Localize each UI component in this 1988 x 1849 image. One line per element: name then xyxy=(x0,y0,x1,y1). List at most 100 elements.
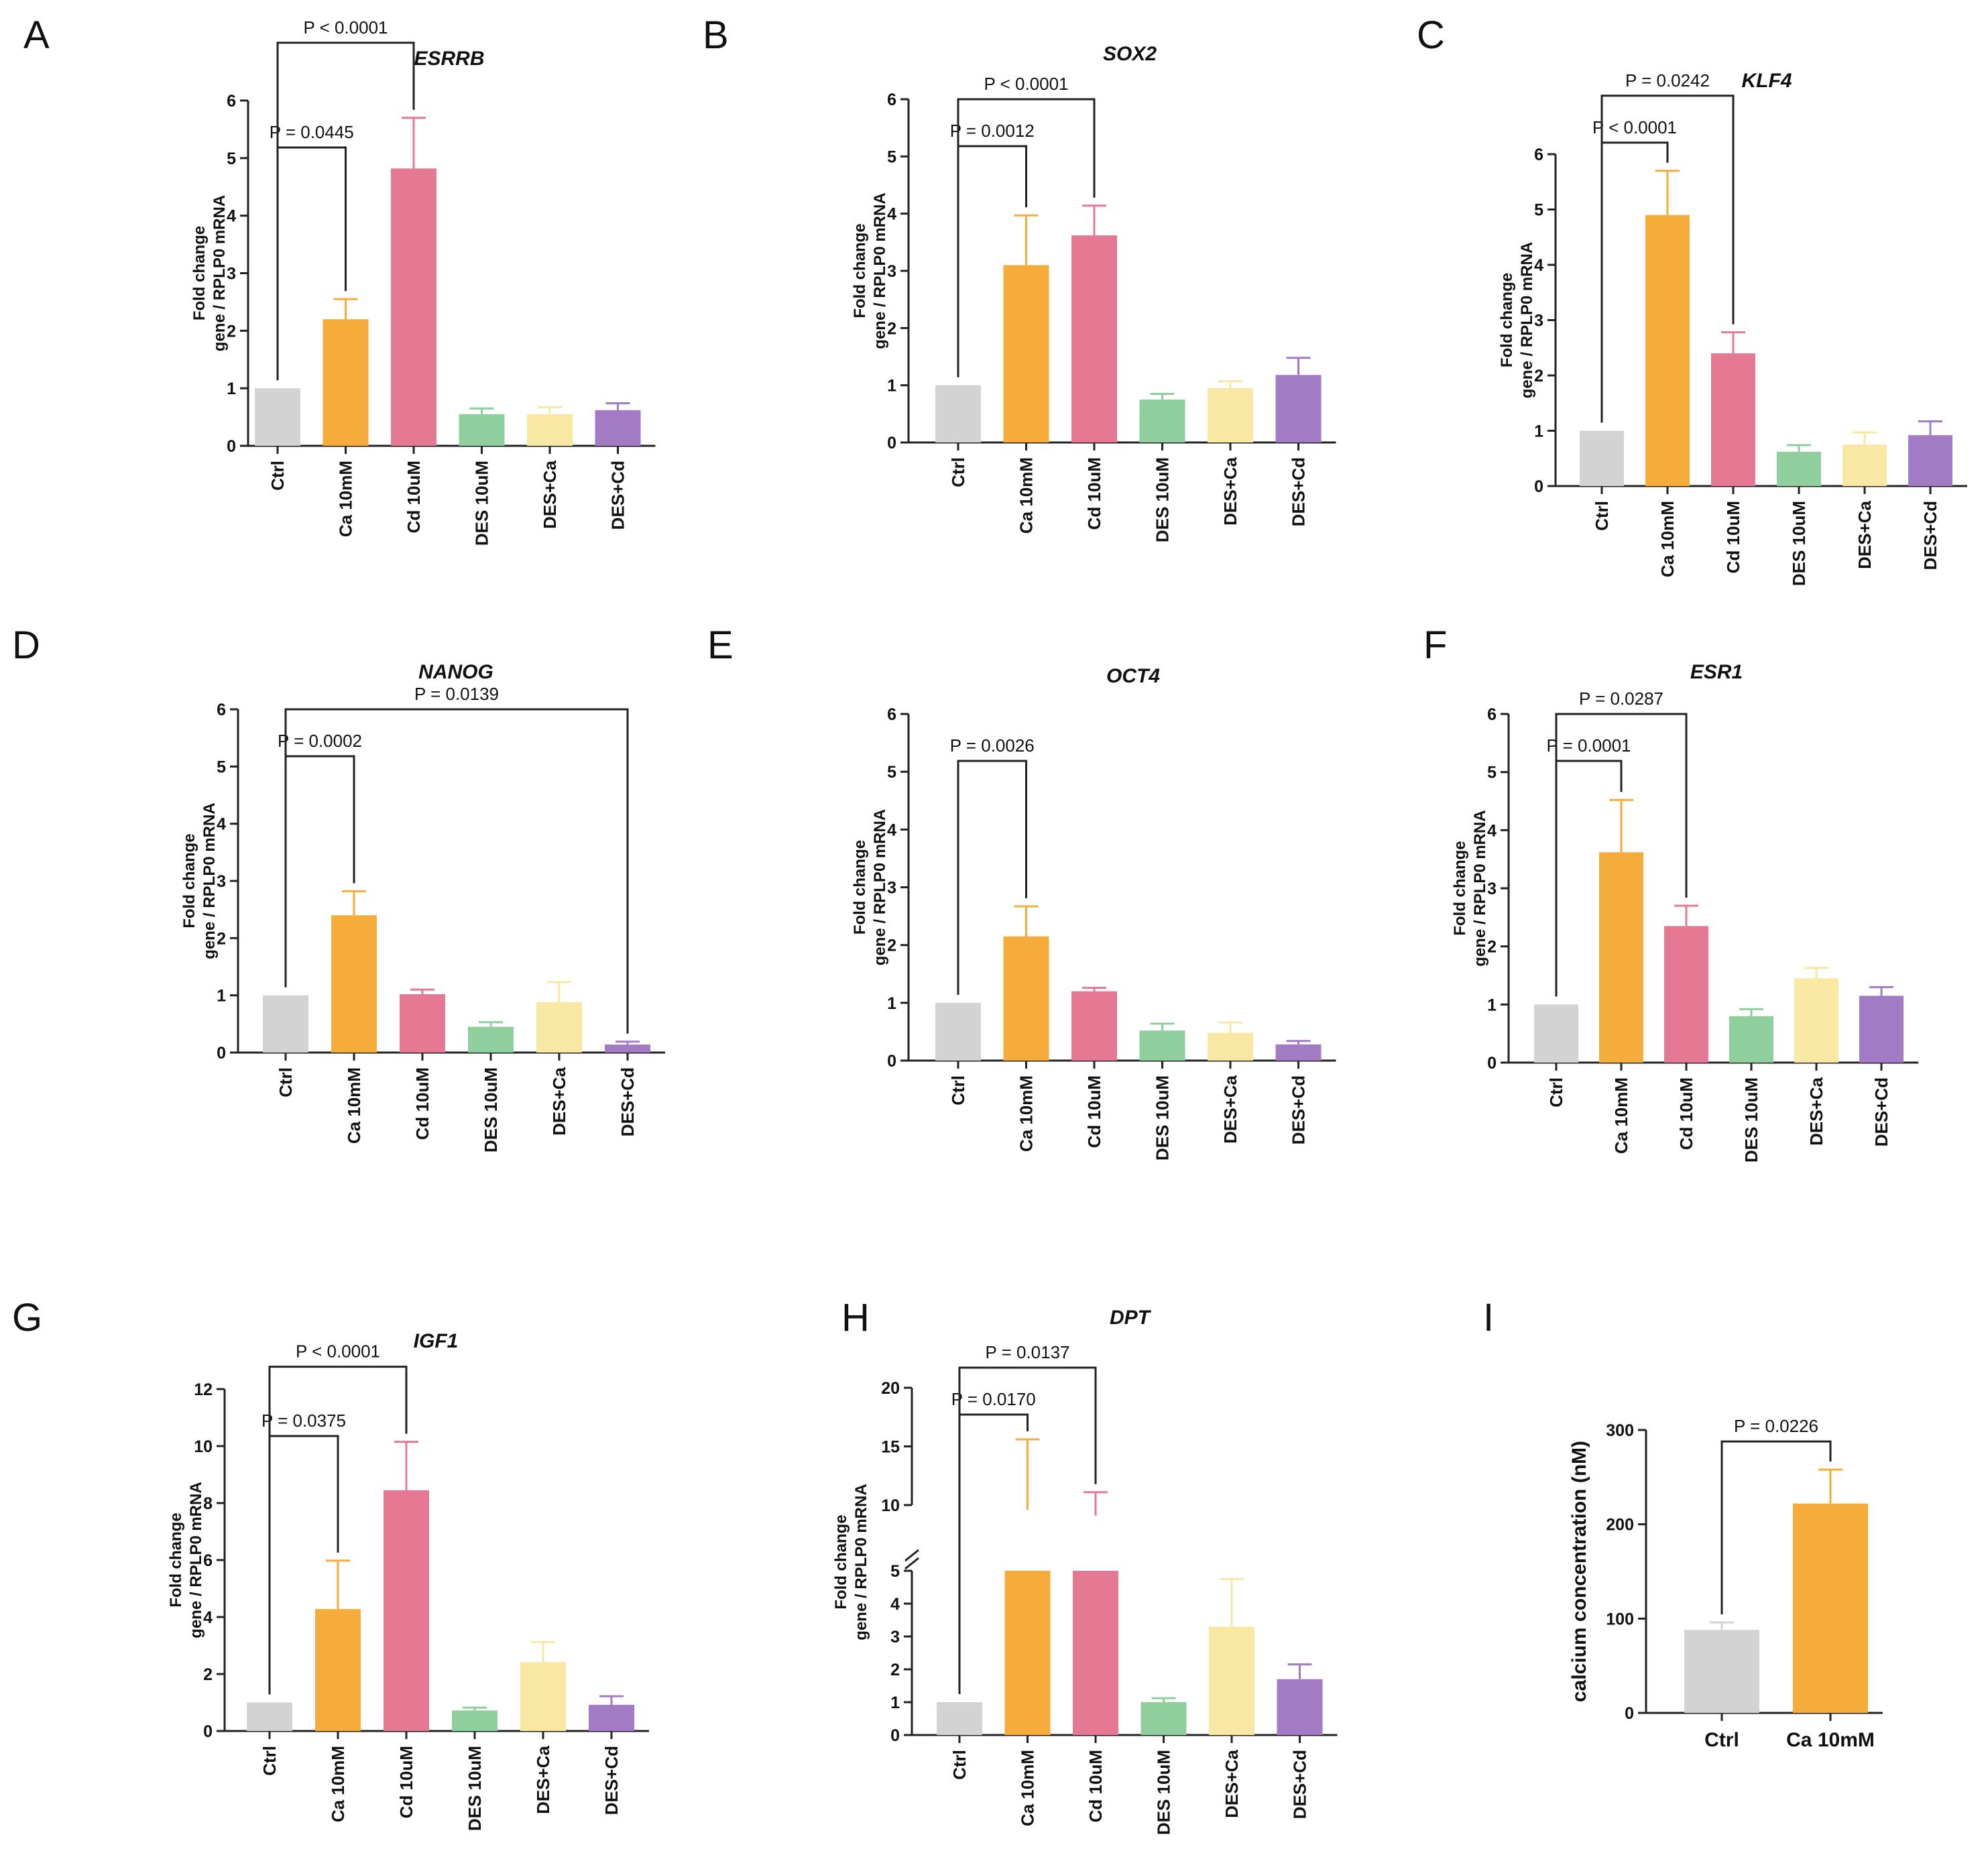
panel-letter: F xyxy=(1423,623,1447,667)
bar xyxy=(1071,991,1117,1061)
y-axis-label: Fold change xyxy=(832,1514,850,1609)
y-tick-label: 20 xyxy=(881,1379,900,1398)
x-tick-label: DES+Cd xyxy=(1871,1077,1891,1146)
x-tick-label: Ca 10mM xyxy=(328,1746,348,1822)
chart-title: SOX2 xyxy=(1103,43,1157,65)
chart-title: OCT4 xyxy=(1106,665,1160,687)
x-tick-label: Ca 10mM xyxy=(1016,1075,1037,1152)
y-axis-label: Fold change xyxy=(851,223,869,318)
x-tick-label: Ctrl xyxy=(268,461,288,491)
y-tick-label: 6 xyxy=(1534,145,1543,164)
y-tick-label: 1 xyxy=(1487,996,1497,1014)
panel-letter: G xyxy=(12,1296,42,1339)
x-tick-label: DES+Ca xyxy=(549,1067,569,1135)
x-tick-label: DES+Ca xyxy=(533,1745,553,1813)
y-tick-label: 2 xyxy=(887,319,896,338)
bar xyxy=(935,1002,981,1061)
panel-letter: B xyxy=(703,13,729,57)
bar xyxy=(468,1026,514,1053)
y-axis-label: Fold change xyxy=(1451,841,1469,935)
bar xyxy=(1843,444,1887,486)
x-tick-label: DES+Cd xyxy=(1290,1750,1310,1819)
y-tick-label: 5 xyxy=(890,1562,900,1581)
panel-letter: H xyxy=(841,1296,870,1339)
x-tick-label: DES+Cd xyxy=(601,1746,622,1815)
x-tick-label: Ctrl xyxy=(948,1075,968,1106)
x-tick-label: Ctrl xyxy=(948,457,968,487)
bar xyxy=(315,1609,361,1731)
y-tick-label: 0 xyxy=(203,1722,213,1741)
x-tick-label: Ca 10mM xyxy=(1657,501,1678,577)
y-tick-label: 5 xyxy=(887,763,896,782)
y-axis-label: gene / RPLP0 mRNA xyxy=(1471,810,1489,966)
y-tick-label: 5 xyxy=(1487,764,1497,782)
panel-letter: E xyxy=(707,623,734,667)
x-tick-label: Cd 10uM xyxy=(1676,1077,1696,1150)
y-tick-label: 6 xyxy=(887,91,896,109)
y-tick-label: 300 xyxy=(1606,1421,1634,1440)
y-tick-label: 2 xyxy=(1534,367,1543,385)
bar xyxy=(323,319,369,446)
y-tick-label: 1 xyxy=(1534,422,1543,441)
y-axis-label: Fold change xyxy=(851,840,869,935)
p-value-label: P = 0.0001 xyxy=(1546,735,1631,756)
x-tick-label: Ctrl xyxy=(1704,1729,1739,1751)
y-tick-label: 0 xyxy=(887,1052,896,1071)
x-tick-label: DES 10uM xyxy=(472,461,492,546)
y-tick-label: 6 xyxy=(217,701,226,719)
x-tick-label: DES+Cd xyxy=(1289,1075,1309,1144)
y-tick-label: 5 xyxy=(217,758,226,776)
x-tick-label: DES+Ca xyxy=(1220,1075,1240,1143)
x-tick-label: Cd 10uM xyxy=(1086,1750,1106,1822)
y-tick-label: 4 xyxy=(890,1595,900,1614)
bar xyxy=(1534,1004,1578,1063)
chart-panel-C: C KLF4 0 1 2 3 4 5 6 Fold change gene / RPLP0 mRNA… xyxy=(1417,13,1967,586)
bar xyxy=(1599,852,1643,1063)
p-value-label: P < 0.0001 xyxy=(984,74,1068,94)
bar xyxy=(331,915,377,1053)
y-tick-label: 1 xyxy=(890,1693,900,1712)
x-tick-label: DES+Cd xyxy=(608,461,628,530)
x-tick-label: Cd 10uM xyxy=(396,1746,416,1818)
y-tick-label: 4 xyxy=(887,205,896,224)
x-tick-label: DES 10uM xyxy=(1154,1750,1174,1835)
y-tick-label: 1 xyxy=(217,987,226,1006)
p-value-label: P < 0.0001 xyxy=(296,1341,380,1362)
x-tick-label: Cd 10uM xyxy=(1084,457,1104,530)
y-tick-label: 0 xyxy=(217,1044,226,1063)
bar xyxy=(1711,353,1755,486)
p-value-label: P = 0.0226 xyxy=(1734,1416,1818,1436)
chart-panel-E: E OCT4 0 1 2 3 4 5 6 Fold change gene / RPLP0 mRNA… xyxy=(707,623,1336,1160)
chart-panel-A: A ESRRB 0 1 2 3 4 5 6 Fold change gene / RPLP0 mRN… xyxy=(23,13,656,546)
p-value-label: P = 0.0012 xyxy=(950,121,1035,141)
y-tick-label: 6 xyxy=(203,1551,213,1570)
bar xyxy=(1004,1571,1051,1735)
chart-panel-D: D NANOG 0 1 2 3 4 5 6 Fold change gene / RPLP0 mRN… xyxy=(12,623,665,1152)
y-tick-label: 3 xyxy=(1487,880,1497,898)
chart-title: DPT xyxy=(1110,1307,1152,1329)
y-tick-label: 3 xyxy=(1534,312,1543,331)
axis-break-mark xyxy=(904,1557,919,1570)
bar xyxy=(1275,1044,1322,1061)
bar xyxy=(1003,265,1049,442)
bar xyxy=(1645,215,1690,486)
y-tick-label: 1 xyxy=(227,379,236,398)
x-tick-label: Cd 10uM xyxy=(1084,1075,1104,1148)
bar xyxy=(1793,1503,1868,1713)
chart-panel-I: I 0 100 200 300 calcium concentration (nM) Ctr… xyxy=(1483,1296,1883,1751)
x-tick-label: Ctrl xyxy=(276,1067,296,1097)
significance-bracket xyxy=(1720,1440,1832,1614)
y-tick-label: 2 xyxy=(887,937,896,955)
significance-bracket xyxy=(957,760,1027,995)
significance-bracket xyxy=(1555,713,1688,997)
x-tick-label: Cd 10uM xyxy=(1723,501,1743,573)
y-axis-label: gene / RPLP0 mRNA xyxy=(1518,242,1536,398)
y-tick-label: 10 xyxy=(194,1437,213,1456)
y-tick-label: 5 xyxy=(227,150,236,168)
p-value-label: P = 0.0026 xyxy=(950,735,1035,756)
y-axis-label: Fold change xyxy=(1498,273,1516,367)
axis-break-mark xyxy=(904,1549,919,1562)
y-tick-label: 0 xyxy=(227,437,236,456)
x-tick-label: Ca 10mM xyxy=(1018,1750,1038,1826)
x-tick-label: Cd 10uM xyxy=(412,1067,432,1140)
